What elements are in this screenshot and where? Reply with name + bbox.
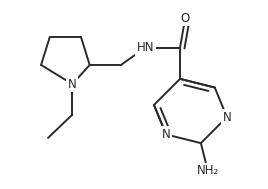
Text: N: N (222, 111, 231, 124)
Text: N: N (162, 128, 170, 141)
Text: O: O (181, 12, 190, 25)
Text: NH₂: NH₂ (197, 164, 219, 177)
Text: HN: HN (136, 41, 154, 54)
Text: N: N (68, 77, 77, 91)
